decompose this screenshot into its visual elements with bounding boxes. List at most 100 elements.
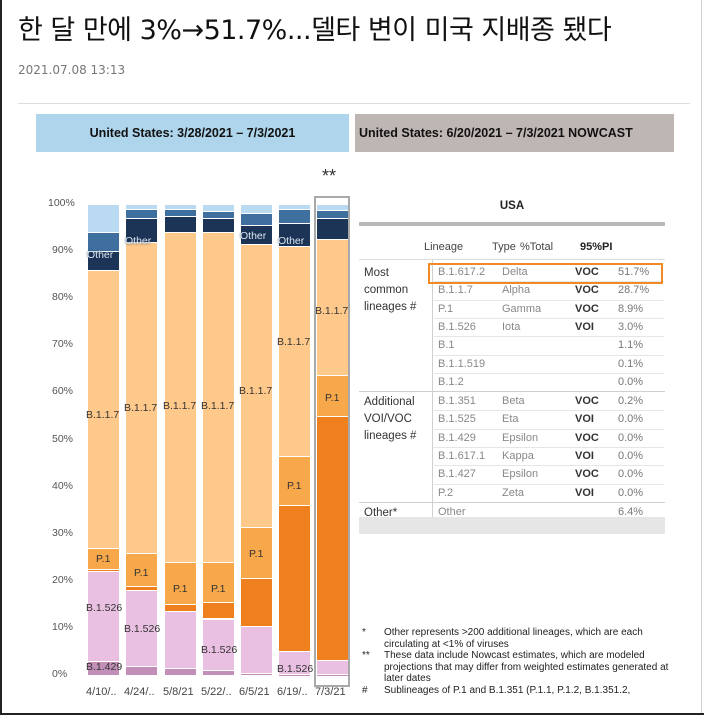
table-cell-class: VOC [575, 395, 599, 408]
table-group-label: Other* [364, 506, 398, 519]
article-headline: 한 달 만에 3%→51.7%...델타 변이 미국 지배종 됐다 [18, 15, 612, 46]
bar-segment-mid_blue [279, 209, 310, 223]
bar-segment-other [203, 219, 234, 233]
bar-segment-mid_blue [317, 210, 348, 219]
table-cell-percent: 0.0% [618, 450, 644, 462]
y-tick-label: 10% [52, 620, 74, 633]
bar-segment-other [165, 216, 196, 233]
y-tick-label: 60% [52, 385, 74, 398]
bar-segment-p1 [279, 456, 310, 505]
bar-segment-b1526 [126, 591, 157, 666]
table-cell-name: Beta [502, 395, 525, 408]
x-tick-label: 7/3/21 [315, 686, 346, 698]
bar-segment-b117 [203, 233, 234, 562]
table-cell-class: VOC [575, 284, 599, 297]
nowcast-marker: ** [322, 166, 337, 186]
bar-segment-light_blue [88, 205, 119, 233]
y-tick-label: 40% [52, 479, 74, 492]
table-row-rule [434, 465, 664, 467]
y-tick-label: 80% [52, 291, 74, 304]
bar-label: Other [125, 234, 152, 247]
bar-label: P.1 [134, 566, 149, 579]
y-tick-label: 70% [52, 338, 74, 351]
right-panel-title: United States: 6/20/2021 – 7/3/2021 NOWC… [355, 114, 674, 152]
table-cell-lineage: Other [438, 505, 466, 518]
table-scrollbar[interactable] [359, 517, 665, 534]
footnote-mark: # [362, 684, 368, 696]
table-cell-percent: 28.7% [618, 284, 650, 297]
table-cell-class: VOC [575, 431, 599, 444]
bar-segment-other [88, 252, 119, 270]
bar-segment-b1429 [317, 674, 348, 675]
footnote-text: These data include Nowcast estimates, wh… [384, 650, 669, 684]
table-group-label: Most common lineages # [364, 267, 417, 313]
header-lineage: Lineage [424, 241, 464, 253]
table-cell-lineage: B.1.617.2 [438, 266, 486, 278]
table-region-title: USA [499, 200, 525, 212]
bar [279, 204, 310, 675]
bar-segment-p1 [317, 375, 348, 417]
delta-row-highlight [428, 263, 663, 284]
table-cell-name: Gamma [502, 302, 542, 315]
y-tick-label: 20% [52, 573, 74, 586]
bar-segment-b1429 [126, 666, 157, 675]
bar-segment-b117 [165, 233, 196, 562]
table-cell-lineage: B.1.1.519 [438, 357, 486, 370]
table-cell-class: VOC [575, 468, 599, 481]
bar-segment-b117 [88, 270, 119, 548]
table-row-rule [434, 410, 664, 412]
bar-label: P.1 [173, 583, 188, 596]
bar [317, 204, 348, 675]
bar-segment-b1429 [241, 673, 272, 675]
x-tick-label: 5/22/.. [201, 686, 232, 698]
y-tick-label: 50% [52, 432, 74, 445]
left-panel-title: United States: 3/28/2021 – 7/3/2021 [36, 114, 349, 152]
table-cell-class: VOC [575, 302, 599, 315]
x-tick-label: 6/19/.. [277, 686, 308, 698]
frame-right-border [701, 0, 702, 715]
table-row-rule [434, 447, 664, 448]
footnotes: * Other represents >200 additional lineag… [362, 627, 674, 696]
table-cell-lineage: B.1.429 [438, 431, 476, 444]
table-cell-lineage: B.1.1.7 [438, 284, 473, 297]
table-cell-class: VOC [575, 266, 599, 278]
bar-segment-p1 [126, 553, 157, 586]
bar-segment-light_blue [203, 205, 234, 212]
bar-segment-b1526 [88, 572, 119, 661]
table-cell-percent: 0.1% [618, 357, 644, 370]
table-region-underline [359, 222, 665, 226]
header-type: Type [492, 241, 516, 253]
bar [88, 204, 119, 675]
frame-bottom-border [0, 713, 704, 715]
bar-segment-b1526 [241, 626, 272, 673]
bar-segment-b1617_2 [88, 570, 119, 572]
table-row-rule [434, 483, 664, 485]
bar-segment-b1617_2 [241, 579, 272, 626]
table-cell-lineage: P.1 [438, 302, 454, 315]
table-cell-name: Delta [502, 266, 528, 278]
footnote: # Sublineages of P.1 and B.1.351 (P.1.1, … [362, 685, 674, 697]
bar-label: P.1 [211, 583, 226, 596]
table-cell-percent: 0.0% [618, 468, 644, 481]
bar-segment-light_blue [165, 205, 196, 209]
bar-segment-mid_blue [88, 233, 119, 252]
bar-segment-other [317, 219, 348, 240]
bar-segment-b117 [279, 247, 310, 456]
bar-segment-p1 [241, 527, 272, 579]
bar-segment-b1617_2 [203, 603, 234, 619]
footnote-mark: ** [362, 650, 370, 661]
table-header-rule [359, 259, 665, 260]
bar-label: B.1.429 [86, 660, 123, 673]
table-cell-lineage: B.1.526 [438, 320, 476, 333]
bar-label: B.1.1.7 [277, 335, 311, 348]
bar-segment-light_blue [317, 205, 348, 210]
x-tick-label: 4/24/.. [124, 686, 155, 698]
footnote-mark: * [362, 627, 366, 638]
bar-segment-b1429 [88, 661, 119, 675]
header-pi: 95%PI [580, 241, 613, 253]
bar-label: Other [87, 248, 114, 261]
table-cell-lineage: B.1.617.1 [438, 450, 486, 462]
table-row-rule [434, 336, 664, 338]
bar-segment-b1429 [165, 668, 196, 675]
table-cell-name: Iota [502, 320, 521, 333]
